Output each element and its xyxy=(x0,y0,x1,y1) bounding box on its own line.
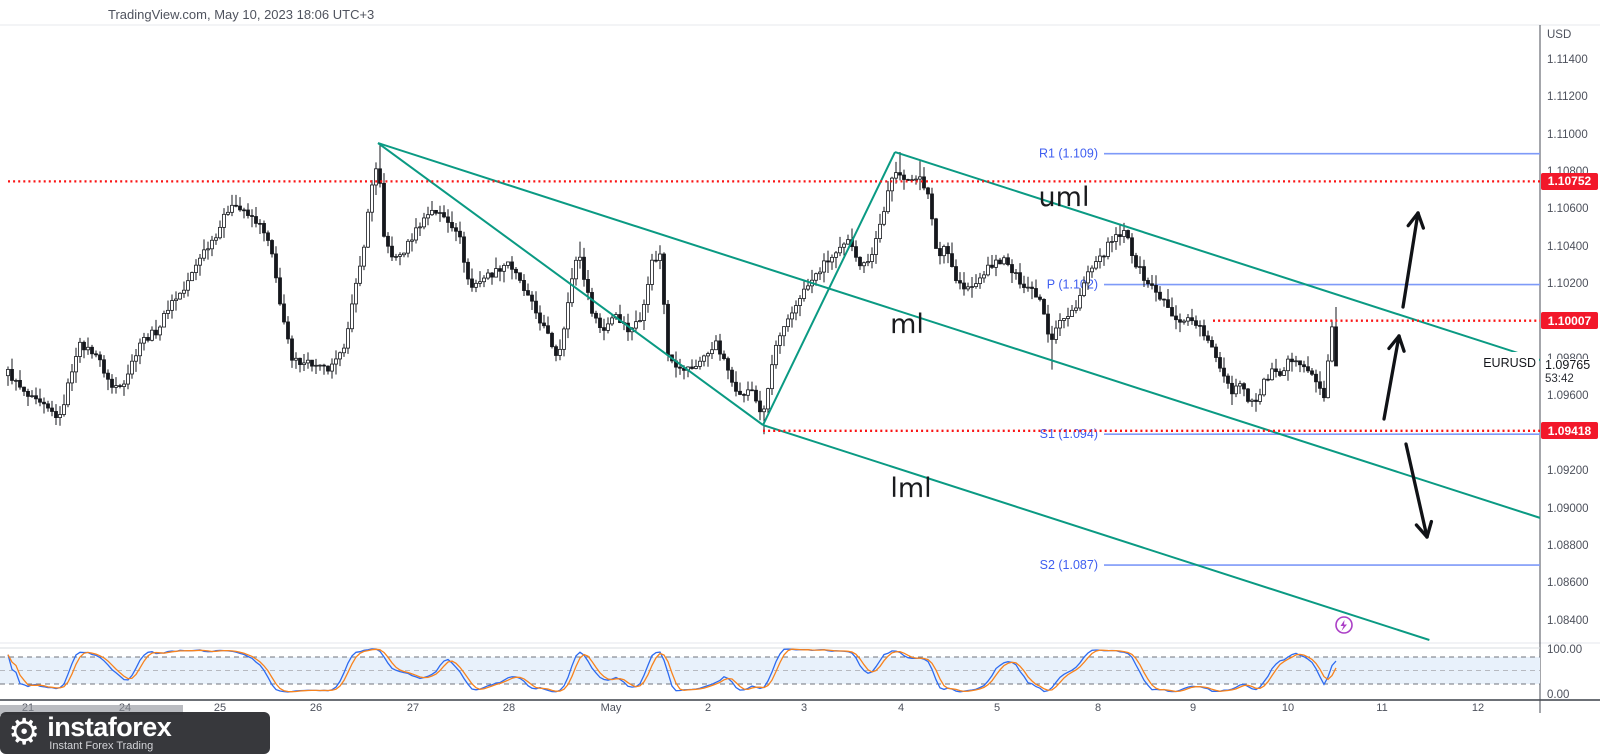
alert-price-label: 1.10007 xyxy=(1541,312,1598,330)
pivot-label: S1 (1.094) xyxy=(1040,427,1098,441)
symbol-name-label: EURUSD xyxy=(1483,356,1536,370)
price-axis-tick: 1.11400 xyxy=(1547,53,1588,66)
time-axis-label: 27 xyxy=(406,702,420,714)
bar-countdown: 53:42 xyxy=(1545,372,1574,385)
price-axis-tick: 1.09200 xyxy=(1547,465,1589,478)
pitchfork-drawing[interactable] xyxy=(377,142,1541,641)
time-axis-label: 11 xyxy=(1376,702,1388,714)
price-axis-tick: 1.08400 xyxy=(1547,614,1589,627)
chart-watermark-header: TradingView.com, May 10, 2023 18:06 UTC+… xyxy=(108,7,375,22)
time-axis-label: 9 xyxy=(1189,702,1197,714)
time-axis-label: 3 xyxy=(800,702,808,714)
time-axis-label: 5 xyxy=(993,702,1001,714)
instaforex-logo-name: instaforex xyxy=(47,711,172,742)
price-axis-tick: 1.08800 xyxy=(1547,539,1589,552)
time-axis-label: 8 xyxy=(1094,702,1102,714)
price-axis-tick: 1.08600 xyxy=(1547,577,1589,590)
price-axis-tick: 1.11000 xyxy=(1547,128,1588,141)
price-axis-tick: 1.10600 xyxy=(1547,203,1589,216)
osc-axis-label: 100.00 xyxy=(1547,643,1583,656)
price-axis-tick: 1.09000 xyxy=(1547,502,1589,515)
watermark-strip xyxy=(0,705,183,715)
price-axis-currency: USD xyxy=(1547,29,1572,41)
price-axis[interactable]: USD 1.11400 1.11200 1.11000 1.10800 1.10600 1.… xyxy=(1541,25,1600,701)
pivot-label: R1 (1.109) xyxy=(1039,147,1098,161)
trend-arrow xyxy=(1382,334,1406,421)
time-axis-label: May xyxy=(600,702,622,714)
time-axis-label: 4 xyxy=(897,702,905,714)
pitchfork-median-line xyxy=(377,142,1541,519)
bolt-marker-icon[interactable] xyxy=(1335,616,1353,634)
time-axis-label: 2 xyxy=(704,702,712,714)
time-axis-label: 12 xyxy=(1471,702,1485,714)
trend-arrow xyxy=(1404,442,1434,539)
current-price-label: 1.09765 53:42 xyxy=(1545,357,1591,386)
instaforex-logo-tagline: Instant Forex Trading xyxy=(49,739,154,752)
current-price: 1.09765 xyxy=(1545,357,1591,372)
price-axis-tick: 1.10400 xyxy=(1547,240,1589,253)
alert-price-label: 1.10752 xyxy=(1541,172,1598,190)
osc-axis-label: 0.00 xyxy=(1547,688,1570,701)
price-axis-tick: 1.10200 xyxy=(1547,278,1589,291)
stoch-d-line xyxy=(7,648,1337,693)
channel-label-ml: ml xyxy=(890,309,924,340)
pitchfork-upper-line xyxy=(894,151,1541,362)
price-axis-tick: 1.09600 xyxy=(1547,390,1589,403)
time-axis-label: 26 xyxy=(309,702,323,714)
channel-label-lml: lml xyxy=(890,473,931,504)
price-axis-tick: 1.11200 xyxy=(1547,91,1588,104)
time-axis-label: 10 xyxy=(1281,702,1295,714)
alert-price-label: 1.09418 xyxy=(1541,422,1598,440)
time-axis-label: 28 xyxy=(502,702,516,714)
pitchfork-lower-line xyxy=(762,424,1430,641)
pivot-label: S2 (1.087) xyxy=(1040,558,1098,572)
pivot-label: P (1.102) xyxy=(1047,278,1098,292)
trend-arrow xyxy=(1401,211,1426,309)
instaforex-logo: ⚙ instaforex Instant Forex Trading xyxy=(0,712,270,754)
time-axis-label: 25 xyxy=(213,702,227,714)
channel-label-uml: uml xyxy=(1039,182,1090,213)
candlesticks xyxy=(6,143,1338,435)
instaforex-gear-icon: ⚙ xyxy=(8,712,41,753)
